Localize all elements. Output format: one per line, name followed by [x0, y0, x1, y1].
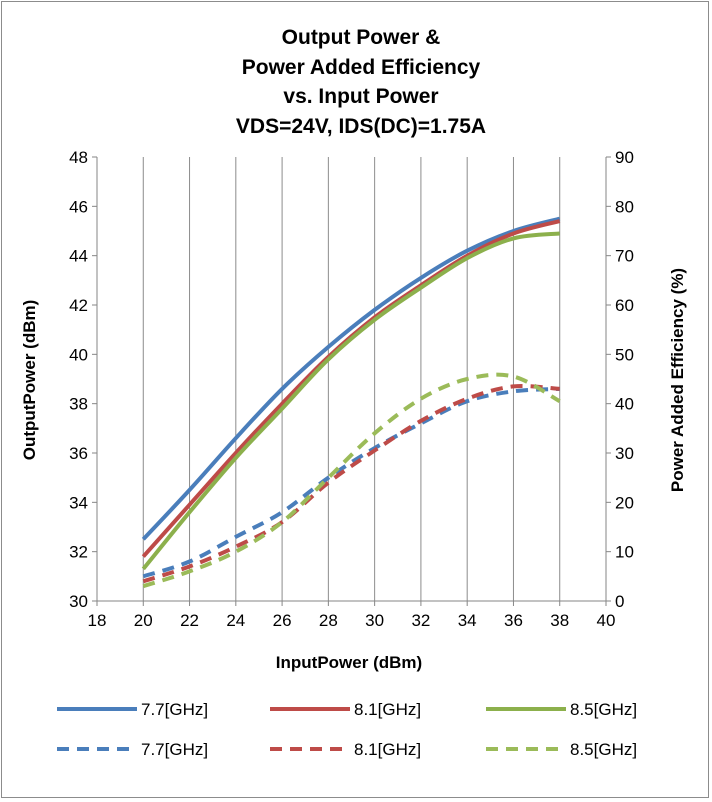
legend-label: 8.5[GHz]	[570, 700, 637, 719]
y-right-tick-label: 30	[615, 444, 634, 463]
y-right-tick-label: 90	[615, 148, 634, 167]
legend-label: 8.1[GHz]	[354, 740, 421, 759]
y-right-tick-label: 20	[615, 493, 634, 512]
y-right-tick-label: 0	[615, 592, 624, 611]
y-right-tick-label: 40	[615, 395, 634, 414]
x-tick-label: 18	[88, 611, 107, 630]
legend-label: 7.7[GHz]	[141, 740, 208, 759]
y-axis-title-right: Power Added Efficiency (%)	[668, 268, 687, 492]
y-left-tick-label: 36	[69, 444, 88, 463]
y-right-tick-label: 50	[615, 345, 634, 364]
legend-label: 8.5[GHz]	[570, 740, 637, 759]
x-tick-label: 20	[134, 611, 153, 630]
legend: 7.7[GHz] 8.1[GHz] 8.5[GHz] 7.7[GHz] 8.1[GHz]…	[57, 700, 637, 759]
series-line-pae-8.1[GHz]	[142, 384, 560, 584]
x-tick-label: 22	[180, 611, 199, 630]
x-tick-label: 32	[411, 611, 430, 630]
series-line-pout-8.5[GHz]	[141, 231, 560, 571]
chart-title: Output Power & Power Added Efficiency vs…	[236, 26, 486, 138]
y-axis-title-left: OutputPower (dBm)	[20, 300, 39, 461]
x-tick-label: 34	[458, 611, 477, 630]
y-right-tick-label: 10	[615, 543, 634, 562]
grid-lines	[142, 157, 561, 601]
y-left-tick-label: 44	[69, 247, 88, 266]
series-lines	[141, 216, 561, 589]
chart-title-line-3: vs. Input Power	[283, 85, 438, 108]
y-left-tick-label: 48	[69, 148, 88, 167]
tick-labels: 18 20 22 24 26 28 30 32 34 36 38 40 30 32 34 36 38 40 42 44…	[69, 148, 634, 630]
x-tick-label: 28	[319, 611, 338, 630]
chart-title-line-1: Output Power &	[282, 26, 441, 49]
x-axis-title: InputPower (dBm)	[276, 653, 422, 672]
y-left-tick-label: 38	[69, 395, 88, 414]
x-tick-label: 38	[550, 611, 569, 630]
x-tick-label: 26	[273, 611, 292, 630]
chart-title-line-2: Power Added Efficiency	[242, 56, 481, 79]
series-line-pae-7.7[GHz]	[142, 386, 560, 579]
series-line-pout-7.7[GHz]	[141, 216, 561, 541]
y-right-tick-label: 60	[615, 296, 634, 315]
series-line-pae-8.5[GHz]	[142, 372, 561, 589]
legend-label: 8.1[GHz]	[354, 700, 421, 719]
x-tick-label: 36	[504, 611, 523, 630]
legend-label: 7.7[GHz]	[141, 700, 208, 719]
y-left-tick-label: 34	[69, 493, 88, 512]
y-left-tick-label: 46	[69, 197, 88, 216]
y-left-tick-label: 32	[69, 543, 88, 562]
chart-title-line-4: VDS=24V, IDS(DC)=1.75A	[236, 115, 486, 138]
x-tick-label: 30	[365, 611, 384, 630]
y-right-tick-label: 80	[615, 197, 634, 216]
y-right-tick-label: 70	[615, 247, 634, 266]
x-tick-label: 40	[597, 611, 616, 630]
y-left-tick-label: 40	[69, 345, 88, 364]
y-left-tick-label: 42	[69, 296, 88, 315]
x-tick-label: 24	[226, 611, 245, 630]
axes	[92, 156, 611, 606]
y-left-tick-label: 30	[69, 592, 88, 611]
